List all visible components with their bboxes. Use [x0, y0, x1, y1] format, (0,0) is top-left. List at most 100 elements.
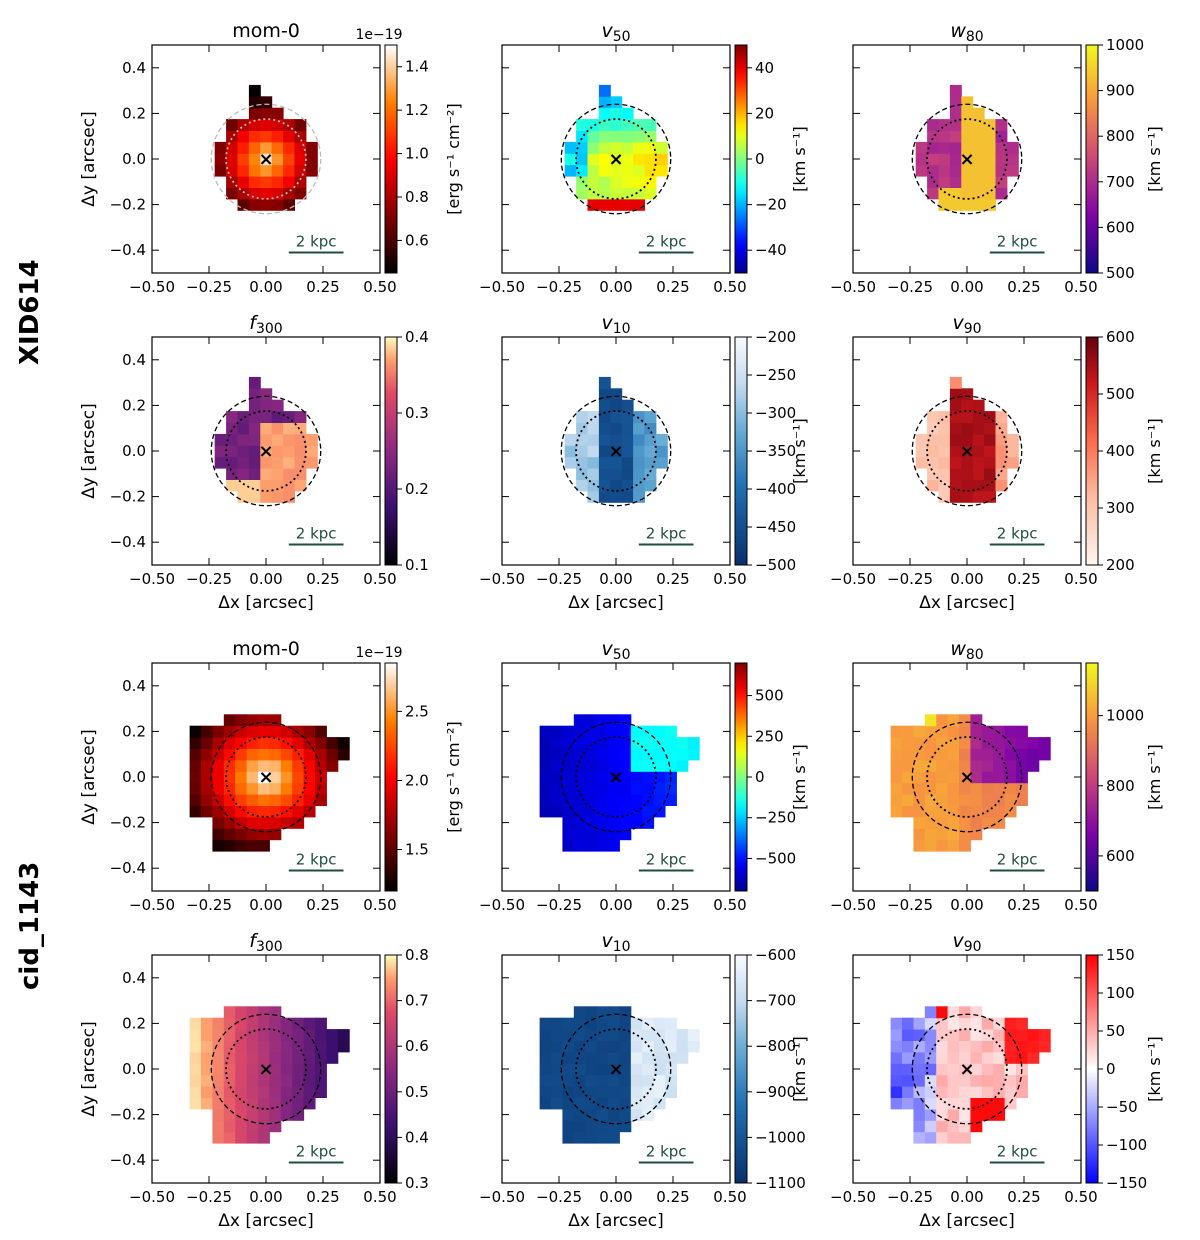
- pixel: [223, 1120, 236, 1133]
- pixel: [269, 771, 282, 784]
- pixel: [938, 119, 951, 131]
- pixel: [212, 1029, 225, 1041]
- y-tick-label: −0.4: [110, 859, 146, 877]
- pixel: [562, 1063, 575, 1076]
- pixel: [949, 107, 962, 120]
- pixel: [258, 1051, 270, 1064]
- colorbar-tick-label: 0.4: [405, 328, 429, 346]
- outer-aperture-circle: [911, 103, 1023, 215]
- pixel-map: [214, 376, 318, 503]
- pixel: [294, 141, 307, 154]
- pixel: [959, 1017, 971, 1030]
- colorbar-label: [erg s⁻¹ cm⁻²]: [444, 721, 463, 832]
- pixel: [585, 1063, 598, 1076]
- pixel: [305, 456, 318, 469]
- pixel: [653, 1017, 666, 1030]
- pixel: [573, 771, 586, 784]
- pixel: [223, 1097, 236, 1110]
- x-axis-label: Δx [arcsec]: [218, 593, 313, 613]
- pixel: [576, 445, 588, 458]
- pixel: [961, 411, 974, 423]
- pixel: [283, 176, 295, 188]
- inner-aperture-circle: [575, 1028, 657, 1110]
- pixel: [214, 445, 227, 458]
- x-tick-label: 0.50: [1064, 1188, 1097, 1206]
- pixel: [283, 433, 295, 446]
- pixel: [947, 1108, 960, 1121]
- pixel: [292, 1097, 305, 1110]
- scalebar-label: 2 kpc: [997, 232, 1038, 250]
- pixel: [212, 725, 225, 738]
- pixel: [927, 164, 939, 177]
- pixel: [573, 1086, 586, 1098]
- pixel: [970, 1120, 983, 1133]
- pixel: [562, 1086, 575, 1098]
- pixel: [201, 771, 213, 784]
- pixel: [984, 176, 996, 188]
- pixel: [585, 794, 598, 806]
- pixel: [585, 1029, 598, 1041]
- pixel: [947, 714, 960, 727]
- pixel: [608, 1097, 620, 1110]
- pixel: [1027, 748, 1040, 761]
- x-tick-label: −0.50: [830, 896, 876, 914]
- pixel: [949, 198, 962, 211]
- pixel: [936, 748, 949, 761]
- pixel: [890, 737, 903, 749]
- pixel: [596, 771, 609, 784]
- pixel: [644, 176, 657, 188]
- pixel: [280, 1029, 293, 1041]
- pixel: [596, 1063, 609, 1076]
- pixel: [585, 1074, 598, 1087]
- pixel: [653, 805, 666, 818]
- pixel: [621, 141, 634, 154]
- pixel: [564, 456, 577, 469]
- pixel: [539, 782, 552, 795]
- pixel: [621, 433, 634, 446]
- colorbar-tick-label: 0.3: [405, 1174, 429, 1192]
- pixel: [949, 141, 962, 154]
- pixel: [562, 828, 575, 841]
- pixel: [1004, 1074, 1017, 1087]
- pixel: [1006, 164, 1019, 177]
- pixel: [608, 1131, 620, 1144]
- pixel: [653, 748, 666, 761]
- pixel: [551, 794, 563, 806]
- pixel: [315, 748, 327, 761]
- pixel: [644, 456, 657, 469]
- pixel: [938, 164, 951, 177]
- pixel: [326, 1040, 339, 1053]
- pixel: [1038, 1040, 1051, 1053]
- pixel: [551, 725, 563, 738]
- pixel: [258, 1029, 270, 1041]
- pixel: [223, 737, 236, 749]
- pixel: [223, 759, 236, 772]
- colorbar-tick-label: −1100: [755, 1174, 806, 1192]
- pixel: [292, 725, 305, 738]
- pixel: [676, 1040, 689, 1053]
- pixel: [260, 96, 273, 109]
- pixel: [927, 456, 939, 469]
- pixel: [947, 1029, 960, 1041]
- pixel: [598, 176, 611, 188]
- pixel: [1004, 1097, 1017, 1110]
- pixel: [644, 445, 657, 458]
- pixel: [608, 828, 620, 841]
- pixel: [927, 130, 939, 143]
- x-tick-label: 0.00: [599, 896, 632, 914]
- pixel: [315, 1017, 327, 1030]
- panel-title: v90: [952, 312, 981, 337]
- pixel: [226, 153, 238, 166]
- pixel: [913, 1097, 926, 1110]
- panel-xid614-mom-0: × 2 kpc −0.50 −0.25 0.00 0.25 0.50 −0.4 −0.2 0.0 0…: [79, 20, 463, 296]
- pixel: [913, 1131, 926, 1144]
- pixel: [576, 433, 588, 446]
- outer-aperture-circle: [210, 1013, 322, 1125]
- pixel: [573, 714, 586, 727]
- pixel: [573, 725, 586, 738]
- pixel: [573, 1029, 586, 1041]
- pixel: [305, 445, 318, 458]
- pixel: [585, 1108, 598, 1121]
- pixel: [961, 198, 974, 211]
- pixel: [235, 759, 248, 772]
